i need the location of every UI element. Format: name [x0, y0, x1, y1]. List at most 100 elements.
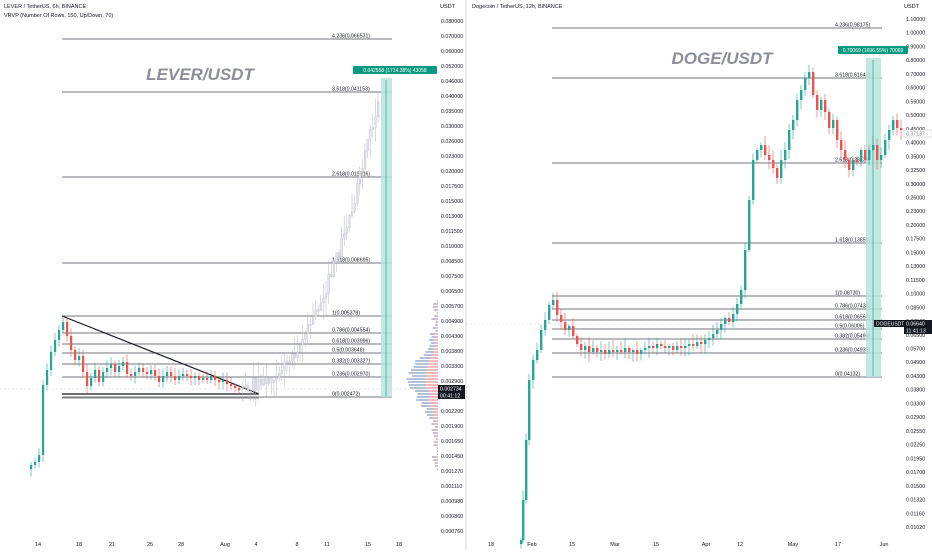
right-candle [864, 150, 866, 160]
right-candle [840, 140, 842, 150]
left-volume-profile-bar [426, 372, 438, 374]
right-candle [588, 346, 590, 352]
left-ghost-candle [333, 261, 335, 277]
right-candle [896, 120, 898, 128]
left-price-tick: 0.004900 [441, 319, 463, 325]
right-candle [712, 334, 714, 338]
right-fib-label: 1(0.08730) [835, 291, 860, 297]
right-candle [684, 346, 686, 348]
right-candle [828, 112, 830, 128]
left-volume-profile-bar [432, 429, 436, 431]
right-candle [764, 145, 766, 155]
left-time-tick: Aug [220, 542, 230, 548]
right-price-tick: 0.02250 [906, 443, 925, 449]
right-candle [664, 346, 666, 348]
right-time-tick: May [788, 542, 799, 548]
left-candle [198, 376, 200, 380]
left-volume-profile-bar [435, 333, 438, 335]
right-candle [728, 318, 730, 322]
right-candle [832, 120, 834, 128]
left-ghost-candle [265, 377, 267, 383]
right-candle [616, 350, 618, 352]
left-volume-profile-bar [434, 435, 436, 437]
left-volume-profile-bar [420, 357, 431, 359]
right-price-tick: 0.01320 [906, 498, 925, 504]
right-candle [568, 326, 570, 330]
left-volume-profile-bar [429, 339, 434, 341]
right-candle [528, 380, 530, 440]
left-candle [210, 376, 212, 380]
right-candle [680, 346, 682, 348]
left-volume-profile-bar [436, 444, 438, 446]
right-candle [552, 300, 554, 305]
left-candle [54, 340, 56, 352]
left-volume-profile-bar [436, 321, 437, 323]
left-symbol-title[interactable]: LEVER / TetherUS, 6h, BINANCE [4, 3, 86, 11]
right-symbol-title[interactable]: Dogecoin / TetherUS, 12h, BINANCE [472, 3, 562, 11]
left-ghost-candle [281, 371, 283, 374]
left-price-tick: 0.002900 [441, 379, 463, 385]
left-price-tick: 0.070000 [441, 34, 463, 40]
left-time-tick: 14 [35, 542, 41, 548]
left-ghost-candle [315, 310, 317, 317]
right-candle [752, 160, 754, 200]
left-price-tick: 0.023000 [441, 154, 463, 160]
right-fib-label: 0(0.04132) [835, 372, 860, 378]
left-ghost-candle [375, 117, 377, 128]
right-candle [632, 350, 634, 352]
left-ghost-candle [325, 293, 327, 298]
right-candle [720, 324, 722, 330]
left-volume-profile-bar [437, 321, 438, 323]
left-volume-profile-bar [431, 357, 438, 359]
right-candle [696, 342, 698, 346]
left-volume-profile-bar [437, 426, 438, 428]
left-price-tick: 0.026000 [441, 139, 463, 145]
left-price-tick: 0.001270 [441, 469, 463, 475]
right-candle [636, 350, 638, 354]
right-candle [620, 350, 622, 352]
right-candle [700, 342, 702, 344]
right-time-tick: Apr [702, 542, 711, 548]
left-candle [202, 378, 204, 380]
right-price-tick: 0.08500 [906, 305, 925, 311]
left-volume-profile-bar [434, 417, 438, 419]
left-volume-profile-bar [436, 441, 438, 443]
left-ghost-candle [356, 184, 358, 204]
left-price-tick: 0.000860 [441, 514, 463, 520]
left-price-tick: 0.002200 [441, 409, 463, 415]
left-volume-profile-bar [426, 384, 438, 386]
left-candle [230, 384, 232, 386]
right-price-tick: 0.04300 [906, 374, 925, 380]
left-price-tick: 0.001450 [441, 454, 463, 460]
left-volume-profile-bar [429, 417, 434, 419]
left-candle [66, 322, 68, 336]
right-candle [560, 315, 562, 322]
right-candle [652, 346, 654, 348]
right-price-tick: 0.35000 [906, 154, 925, 160]
left-volume-profile-bar [431, 405, 438, 407]
right-price-tick: 0.13000 [906, 264, 925, 270]
left-volume-profile-bar [433, 303, 436, 305]
left-volume-profile-bar [428, 375, 438, 377]
right-candle [556, 300, 558, 315]
left-price-tick: 0.000760 [441, 529, 463, 535]
right-candle [572, 326, 574, 336]
left-volume-profile-bar [415, 390, 429, 392]
left-volume-profile-bar [408, 381, 426, 383]
right-price-tick: 0.03300 [906, 401, 925, 407]
left-volume-profile-bar [429, 399, 438, 401]
left-volume-profile-bar [434, 339, 438, 341]
right-price-tick: 0.01700 [906, 470, 925, 476]
left-price-tick: 0.020000 [441, 169, 463, 175]
left-volume-profile-bar [409, 384, 427, 386]
left-ghost-candle [343, 233, 345, 238]
right-price-tick: 1.10000 [906, 17, 925, 23]
right-fib-label: 4.236(0.98175) [835, 23, 870, 29]
left-volume-profile-bar [437, 468, 438, 470]
left-volume-profile-bar [435, 429, 438, 431]
left-indicator-label[interactable]: VRVP (Number Of Rows, 150, Up/Down, 70) [4, 12, 113, 20]
right-time-tick: Mar [610, 542, 620, 548]
right-candle [856, 160, 858, 162]
left-volume-profile-bar [437, 324, 438, 326]
